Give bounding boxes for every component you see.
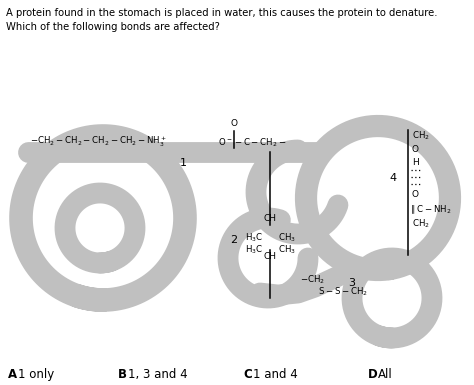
Text: 3: 3 bbox=[348, 278, 355, 288]
Text: O: O bbox=[412, 145, 419, 154]
Text: 2: 2 bbox=[230, 235, 237, 245]
Text: CH: CH bbox=[264, 252, 276, 261]
Text: D: D bbox=[368, 368, 378, 381]
Text: All: All bbox=[378, 368, 393, 381]
Text: $\mathsf{CH_3}$: $\mathsf{CH_3}$ bbox=[278, 232, 296, 244]
Text: A: A bbox=[8, 368, 17, 381]
Text: $\mathsf{O^--C-CH_2-}$: $\mathsf{O^--C-CH_2-}$ bbox=[218, 137, 286, 149]
Text: 1: 1 bbox=[180, 158, 186, 168]
Text: 1, 3 and 4: 1, 3 and 4 bbox=[128, 368, 188, 381]
Text: $\mathsf{CH_3}$: $\mathsf{CH_3}$ bbox=[278, 243, 296, 256]
Text: $\mathsf{S-S-CH_2}$: $\mathsf{S-S-CH_2}$ bbox=[318, 285, 368, 298]
Text: 1 and 4: 1 and 4 bbox=[253, 368, 298, 381]
Text: O: O bbox=[230, 119, 237, 128]
Text: 1 only: 1 only bbox=[18, 368, 54, 381]
Text: H: H bbox=[412, 158, 419, 167]
Text: $\mathsf{-CH_2-CH_2-CH_2-CH_2-NH_3^+}$: $\mathsf{-CH_2-CH_2-CH_2-CH_2-NH_3^+}$ bbox=[30, 135, 167, 149]
Text: $\mathsf{-CH_2}$: $\mathsf{-CH_2}$ bbox=[300, 274, 325, 286]
Text: $\mathsf{{\parallel}C-NH_2}$: $\mathsf{{\parallel}C-NH_2}$ bbox=[409, 203, 452, 216]
Text: $\mathsf{CH_2}$: $\mathsf{CH_2}$ bbox=[412, 130, 430, 142]
Text: O: O bbox=[412, 190, 419, 199]
Text: $\mathsf{H_3C}$: $\mathsf{H_3C}$ bbox=[245, 232, 263, 244]
Text: C: C bbox=[243, 368, 252, 381]
Text: A protein found in the stomach is placed in water, this causes the protein to de: A protein found in the stomach is placed… bbox=[6, 8, 438, 18]
Text: B: B bbox=[118, 368, 127, 381]
Text: Which of the following bonds are affected?: Which of the following bonds are affecte… bbox=[6, 22, 220, 32]
Text: $\mathsf{H_3C}$: $\mathsf{H_3C}$ bbox=[245, 243, 263, 256]
Text: 4: 4 bbox=[390, 173, 397, 183]
Text: CH: CH bbox=[264, 214, 276, 223]
Text: $\mathsf{CH_2}$: $\mathsf{CH_2}$ bbox=[412, 218, 430, 231]
